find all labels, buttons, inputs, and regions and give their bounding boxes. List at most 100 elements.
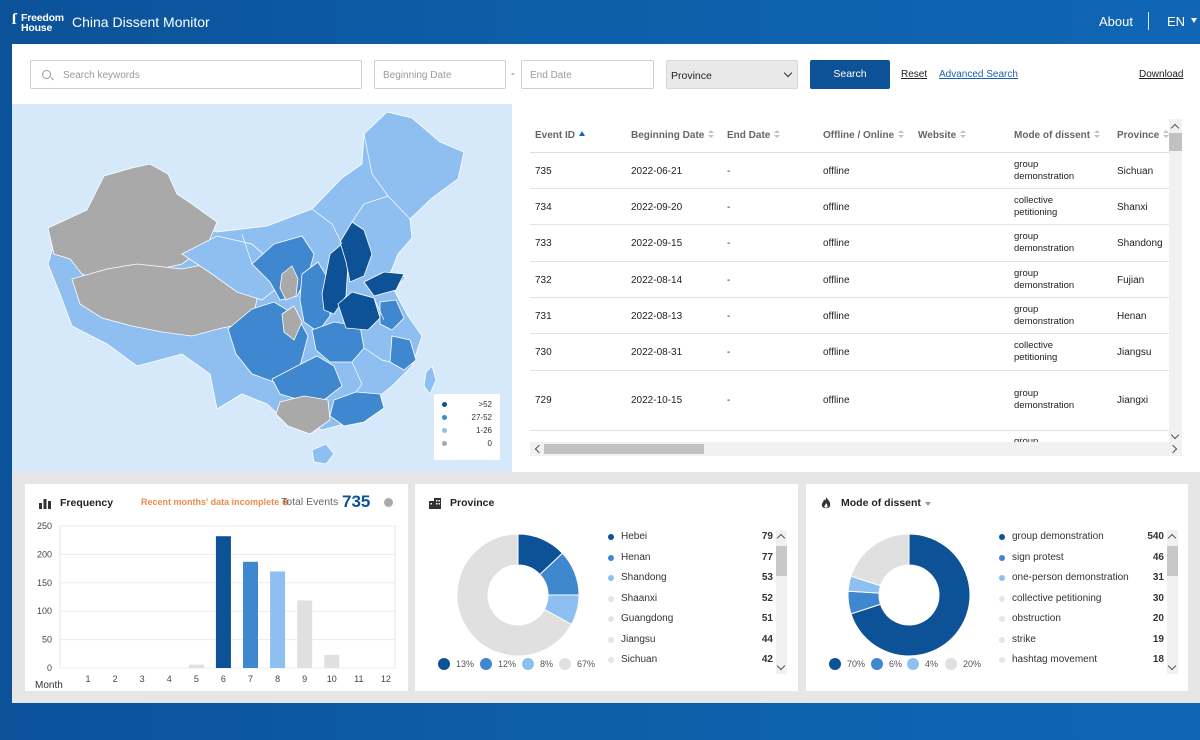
scroll-up-icon[interactable] <box>1170 123 1180 133</box>
cell-mode-of-dissent: group demonstration <box>1014 388 1074 411</box>
table-row[interactable]: 734 2022-09-20 - offline collective petit… <box>530 189 1170 225</box>
sort-icon[interactable] <box>708 129 715 139</box>
list-dot <box>608 657 614 663</box>
column-header-beginning-date[interactable]: Beginning Date <box>631 120 726 152</box>
percent-text: 13% <box>456 659 475 669</box>
chevron-down-icon[interactable] <box>925 502 931 506</box>
sort-icon[interactable] <box>774 129 781 139</box>
scrollbar-thumb[interactable] <box>776 546 787 576</box>
province-donut-chart[interactable] <box>443 520 593 670</box>
sort-icon[interactable] <box>898 129 905 139</box>
list-item-name: Guangdong <box>621 613 674 624</box>
list-item[interactable]: Shandong 53 <box>605 571 787 587</box>
scroll-down-icon[interactable] <box>776 661 786 671</box>
cell-end-date: - <box>727 347 731 358</box>
search-button[interactable]: Search <box>810 60 890 89</box>
list-item[interactable]: Henan 77 <box>605 551 787 567</box>
province-list-scrollbar[interactable] <box>776 530 787 674</box>
list-item[interactable]: one-person demonstration 31 <box>996 571 1178 587</box>
list-item[interactable]: Jiangsu 44 <box>605 633 787 649</box>
bar[interactable] <box>243 561 258 668</box>
search-input[interactable]: Search keywords <box>30 60 362 89</box>
list-item[interactable]: strike 19 <box>996 633 1178 649</box>
percent-text: 70% <box>847 659 866 669</box>
donut-slice[interactable] <box>456 533 573 657</box>
list-item[interactable]: Shaanxi 52 <box>605 592 787 608</box>
bar[interactable] <box>215 536 231 668</box>
table-vertical-scrollbar[interactable] <box>1169 119 1182 444</box>
scroll-up-icon[interactable] <box>776 533 786 543</box>
table-row[interactable]: 730 2022-08-31 - offline collective petit… <box>530 334 1170 371</box>
mode-of-dissent-title[interactable]: Mode of dissent <box>841 497 921 509</box>
freedom-house-logo[interactable]: ſ Freedom House <box>12 10 70 36</box>
advanced-search-link[interactable]: Advanced Search <box>939 69 1018 80</box>
list-item[interactable]: sign protest 46 <box>996 551 1178 567</box>
download-link[interactable]: Download <box>1139 69 1184 80</box>
list-item[interactable]: collective petitioning 30 <box>996 592 1178 608</box>
sort-ascending-icon[interactable] <box>579 130 586 136</box>
scroll-up-icon[interactable] <box>1167 533 1177 543</box>
scrollbar-thumb[interactable] <box>1169 133 1182 151</box>
legend-item: >52 <box>434 398 500 411</box>
column-header-event-id[interactable]: Event ID <box>535 120 630 152</box>
cell-end-date: - <box>727 311 731 322</box>
reset-link[interactable]: Reset <box>901 69 928 80</box>
sort-icon[interactable] <box>960 129 967 139</box>
end-date-field[interactable]: End Date <box>521 60 654 89</box>
column-header-offline-online[interactable]: Offline / Online <box>823 120 918 152</box>
list-item[interactable]: Guangdong 51 <box>605 612 787 628</box>
bar[interactable] <box>188 664 204 668</box>
column-label: Website <box>918 130 957 141</box>
cell-offline-online: offline <box>823 311 850 322</box>
scroll-down-icon[interactable] <box>1170 430 1180 440</box>
dissent-line: petitioning <box>1014 351 1058 363</box>
bar[interactable] <box>324 654 340 668</box>
column-header-mode-of-dissent[interactable]: Mode of dissent <box>1014 120 1109 152</box>
table-row[interactable]: 735 2022-06-21 - offline group demonstrat… <box>530 153 1170 189</box>
scrollbar-thumb[interactable] <box>544 444 704 454</box>
bar[interactable] <box>297 600 313 668</box>
beginning-date-field[interactable]: Beginning Date <box>374 60 506 89</box>
list-dot <box>999 534 1005 540</box>
scrollbar-thumb[interactable] <box>1167 546 1178 576</box>
column-header-website[interactable]: Website <box>918 120 1013 152</box>
table-row[interactable]: group <box>530 431 1170 442</box>
chevron-down-icon[interactable] <box>1191 18 1197 23</box>
list-item-value: 52 <box>761 592 773 604</box>
column-header-end-date[interactable]: End Date <box>727 120 822 152</box>
scroll-down-icon[interactable] <box>1167 661 1177 671</box>
info-icon[interactable] <box>384 498 393 507</box>
column-header-province[interactable]: Province <box>1117 120 1180 152</box>
list-item[interactable]: hashtag movement 18 <box>996 653 1178 669</box>
percent-dot <box>829 658 841 670</box>
map-province-borders <box>241 133 411 393</box>
list-item[interactable]: group demonstration 540 <box>996 530 1178 546</box>
scroll-right-icon[interactable] <box>1168 444 1178 454</box>
province-select[interactable]: Province <box>666 60 798 89</box>
map-legend: >52 27-52 1-26 0 <box>434 394 500 460</box>
list-item[interactable]: Hebei 79 <box>605 530 787 546</box>
table-row[interactable]: 733 2022-09-15 - offline group demonstrat… <box>530 225 1170 262</box>
table-row[interactable]: 731 2022-08-13 - offline group demonstrat… <box>530 298 1170 334</box>
nav-about-link[interactable]: About <box>1099 14 1133 29</box>
table-row[interactable]: 732 2022-08-14 - offline group demonstrat… <box>530 262 1170 298</box>
sort-icon[interactable] <box>1163 129 1170 139</box>
cell-beginning-date: 2022-09-20 <box>631 202 683 213</box>
china-province-map[interactable] <box>12 104 512 472</box>
mode-donut-chart[interactable] <box>834 520 984 670</box>
language-selector[interactable]: EN <box>1167 14 1186 29</box>
list-item[interactable]: Sichuan 42 <box>605 653 787 669</box>
province-title: Province <box>450 497 495 509</box>
bar[interactable] <box>270 571 286 668</box>
table-horizontal-scrollbar[interactable] <box>530 442 1182 456</box>
scroll-left-icon[interactable] <box>534 444 544 454</box>
mode-list-scrollbar[interactable] <box>1167 530 1178 674</box>
list-item[interactable]: obstruction 20 <box>996 612 1178 628</box>
sort-icon[interactable] <box>1094 129 1101 139</box>
total-events-label: Total Events <box>281 496 339 508</box>
donut-slice[interactable] <box>850 533 910 587</box>
table-row[interactable]: 729 2022-10-15 - offline group demonstrat… <box>530 371 1170 431</box>
percent-dot <box>522 658 534 670</box>
column-label: Offline / Online <box>823 130 895 141</box>
donut-slice[interactable] <box>850 533 971 657</box>
